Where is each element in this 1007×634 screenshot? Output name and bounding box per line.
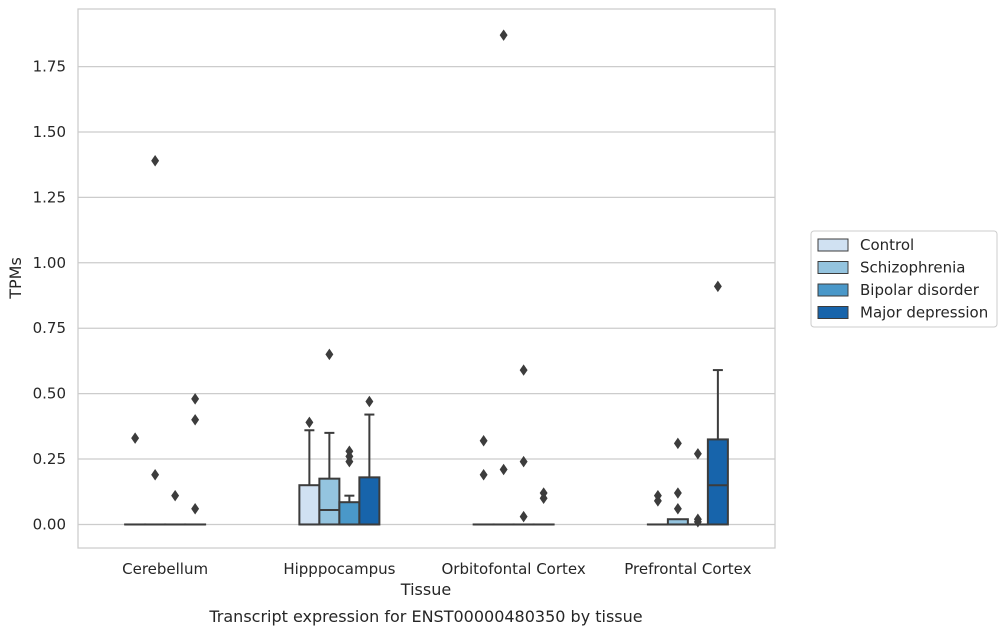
outlier-point bbox=[673, 437, 682, 450]
y-tick-label: 0.00 bbox=[33, 515, 66, 533]
boxes bbox=[124, 369, 729, 526]
outlier-point bbox=[151, 469, 160, 481]
chart-caption: Transcript expression for ENST0000048035… bbox=[208, 607, 642, 626]
y-tick-label: 0.75 bbox=[33, 319, 66, 337]
box-body bbox=[298, 484, 321, 526]
y-tick-label: 1.50 bbox=[33, 123, 66, 141]
outlier-point bbox=[305, 416, 314, 429]
outliers bbox=[131, 29, 722, 528]
outlier-point bbox=[519, 510, 528, 523]
x-tick-label: Hipppocampus bbox=[283, 560, 395, 578]
x-axis-ticks: Cerebellum Hipppocampus Orbitofontal Corte… bbox=[122, 560, 751, 578]
y-tick-label: 0.25 bbox=[33, 450, 66, 468]
x-tick-label: Cerebellum bbox=[122, 560, 208, 578]
outlier-point bbox=[171, 489, 180, 502]
outlier-point bbox=[479, 469, 488, 481]
outlier-point bbox=[131, 432, 140, 444]
y-tick-label: 0.50 bbox=[33, 385, 66, 403]
x-tick-label: Prefrontal Cortex bbox=[624, 560, 751, 578]
outlier-point bbox=[365, 395, 374, 408]
outlier-point bbox=[693, 448, 702, 460]
legend-swatch bbox=[817, 261, 849, 274]
box-bipolar-disorder bbox=[338, 494, 361, 526]
legend-swatch bbox=[817, 306, 849, 319]
legend-frame bbox=[810, 230, 998, 328]
outlier-point bbox=[539, 492, 548, 505]
y-tick-label: 1.00 bbox=[33, 254, 66, 272]
outlier-point bbox=[479, 434, 488, 447]
outlier-point bbox=[499, 29, 508, 41]
legend-label: Bipolar disorder bbox=[860, 281, 980, 299]
legend-label: Major depression bbox=[860, 304, 988, 322]
outlier-point bbox=[713, 280, 722, 293]
box-control bbox=[298, 429, 321, 526]
box-major-depression bbox=[706, 369, 729, 526]
outlier-point bbox=[499, 463, 508, 476]
outlier-point bbox=[325, 348, 334, 361]
legend-label: Schizophrenia bbox=[860, 259, 965, 277]
outlier-point bbox=[673, 503, 682, 515]
outlier-point bbox=[151, 155, 160, 167]
outlier-point bbox=[653, 495, 662, 507]
box-body bbox=[338, 501, 361, 526]
box-body bbox=[358, 476, 381, 526]
box-major-depression bbox=[358, 413, 381, 526]
box-body bbox=[706, 438, 729, 526]
outlier-point bbox=[191, 503, 200, 515]
y-tick-label: 1.75 bbox=[33, 58, 66, 76]
outlier-point bbox=[191, 414, 200, 426]
box-schizophrenia bbox=[666, 518, 689, 526]
outlier-point bbox=[519, 455, 528, 468]
x-tick-label: Orbitofontal Cortex bbox=[442, 560, 586, 578]
y-tick-label: 1.25 bbox=[33, 188, 66, 206]
legend-swatch bbox=[817, 238, 849, 252]
plot-area-frame bbox=[77, 8, 776, 549]
y-axis-ticks: 0.00 0.25 0.50 0.75 1.00 1.25 1.50 1.75 bbox=[33, 58, 66, 534]
box-body bbox=[318, 477, 341, 526]
legend: Control Schizophrenia Bipolar disorder Majo… bbox=[810, 230, 998, 328]
legend-swatch bbox=[817, 283, 849, 297]
outlier-point bbox=[191, 393, 200, 405]
box-schizophrenia bbox=[318, 431, 341, 526]
outlier-point bbox=[519, 364, 528, 376]
outlier-point bbox=[673, 487, 682, 499]
y-axis-label: TPMs bbox=[6, 257, 25, 300]
outlier-point bbox=[345, 455, 354, 468]
outlier-point bbox=[693, 516, 702, 528]
gridlines bbox=[78, 65, 775, 526]
x-axis-label: Tissue bbox=[400, 580, 451, 599]
legend-label: Control bbox=[860, 236, 914, 254]
